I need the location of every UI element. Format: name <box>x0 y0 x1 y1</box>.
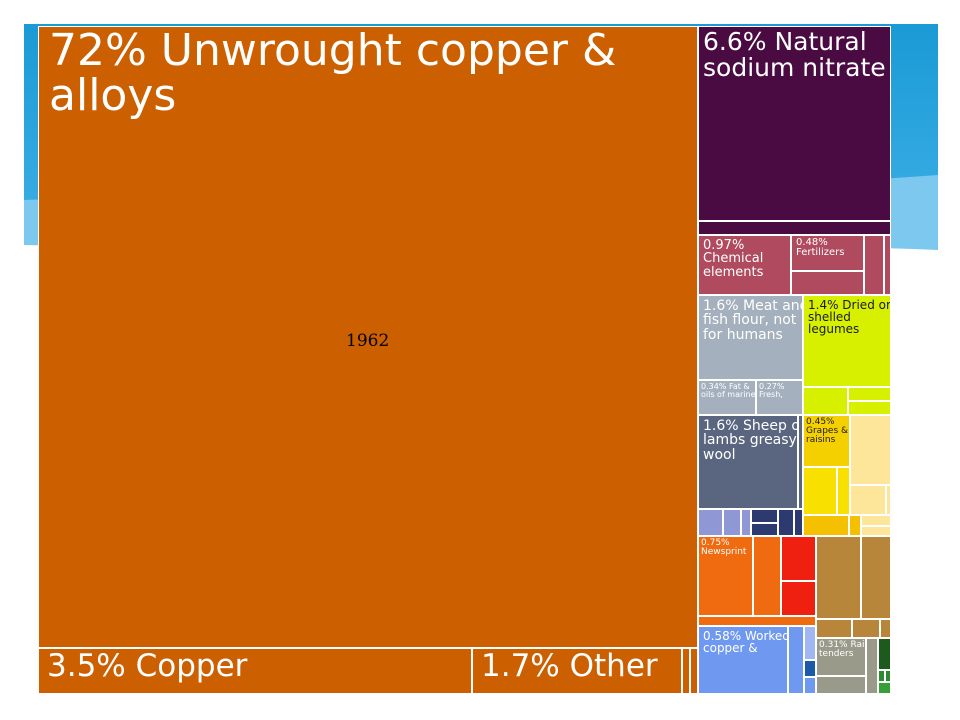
tile-textile-small-4 <box>741 509 751 536</box>
tile-rail-tenders: 0.31% Rail tenders <box>816 638 866 676</box>
tile-label-sodium-nitrate: 6.6% Natural sodium nitrate <box>703 27 886 82</box>
tile-label-copper: 3.5% Copper <box>47 648 248 684</box>
tile-fruit-small-7 <box>849 515 861 536</box>
tile-fruit-small-6 <box>803 515 849 536</box>
tile-label-grapes-raisins: 0.45% Grapes & raisins <box>806 417 849 446</box>
tile-paper-small-3 <box>781 581 816 616</box>
tile-label-rail-tenders: 0.31% Rail tenders <box>819 640 866 660</box>
tile-copper: 3.5% Copper <box>38 648 472 694</box>
tile-veg-small-3 <box>848 401 891 415</box>
tile-fruit-small-2 <box>803 467 837 515</box>
tile-metal-small-3 <box>804 660 816 677</box>
tile-machine-small-5 <box>885 670 891 682</box>
tile-label-newsprint: 0.75% Newsprint <box>701 538 747 558</box>
tile-machine-small-6 <box>878 682 891 694</box>
tile-label-dried-legumes: 1.4% Dried or shelled legumes <box>808 298 891 337</box>
tile-sheep-wool: 1.6% Sheep or lambs greasy wool <box>698 415 798 509</box>
tile-paper-small-1 <box>753 536 781 616</box>
tile-other-small-1 <box>682 648 690 694</box>
tile-label-sheep-wool: 1.6% Sheep or lambs greasy wool <box>703 418 798 463</box>
year-label: 1962 <box>346 331 390 351</box>
tile-veg-small-1 <box>803 387 848 415</box>
tile-fat-oils: 0.34% Fat & oils of marine <box>698 380 756 415</box>
tile-textile-small-3 <box>723 509 741 536</box>
tile-fruit-small-4 <box>850 485 886 515</box>
tile-dried-legumes: 1.4% Dried or shelled legumes <box>803 295 891 387</box>
tile-paper-small-2 <box>781 536 816 581</box>
tile-label-worked-copper: 0.58% Worked copper & <box>703 629 788 656</box>
tile-fruit-small-1 <box>850 415 891 485</box>
tile-newsprint: 0.75% Newsprint <box>698 536 753 616</box>
tile-fertilizers: 0.48% Fertilizers <box>791 235 864 271</box>
tile-wood-small-4 <box>852 619 880 638</box>
tile-other-small-2 <box>690 648 698 694</box>
tile-chemical-small-1 <box>791 271 864 295</box>
tile-fresh: 0.27% Fresh, <box>756 380 803 415</box>
tile-machine-small-1 <box>816 676 866 694</box>
tile-chemical-elements: 0.97% Chemical elements <box>698 235 791 295</box>
tile-textile-small-5 <box>751 509 778 523</box>
tile-wood-small-2 <box>861 536 891 619</box>
tile-wood-small-5 <box>880 619 891 638</box>
tile-label-unwrought-copper: 72% Unwrought copper & alloys <box>49 26 617 121</box>
tile-grapes-raisins: 0.45% Grapes & raisins <box>803 415 850 467</box>
tile-machine-small-4 <box>878 670 885 682</box>
tile-label-fat-oils: 0.34% Fat & oils of marine <box>701 382 756 400</box>
tile-other: 1.7% Other <box>472 648 682 694</box>
tile-unwrought-copper: 72% Unwrought copper & alloys <box>38 26 698 648</box>
treemap-chart: 72% Unwrought copper & alloys 3.5% Coppe… <box>38 26 891 694</box>
tile-wood-small-1 <box>816 536 861 619</box>
tile-fruit-small-8 <box>861 515 891 526</box>
tile-label-fertilizers: 0.48% Fertilizers <box>796 237 845 259</box>
tile-label-other: 1.7% Other <box>481 648 658 684</box>
tile-textile-small-1 <box>798 415 803 509</box>
tile-metal-small-4 <box>804 677 816 694</box>
tile-textile-small-6 <box>751 523 778 536</box>
tile-worked-copper: 0.58% Worked copper & <box>698 626 788 694</box>
tile-chemical-small-2 <box>864 235 884 295</box>
tile-label-meat-fish-flour: 1.6% Meat and fish flour, not for humans <box>703 298 803 343</box>
tile-label-chemical-elements: 0.97% Chemical elements <box>703 238 764 280</box>
tile-veg-small-2 <box>848 387 891 401</box>
tile-fruit-small-9 <box>861 526 891 536</box>
tile-label-fresh: 0.27% Fresh, <box>759 382 785 400</box>
tile-metal-small-2 <box>804 626 816 660</box>
tile-textile-small-2 <box>698 509 723 536</box>
tile-textile-small-8 <box>794 509 803 536</box>
tile-machine-small-2 <box>866 638 878 694</box>
tile-sodium-nitrate: 6.6% Natural sodium nitrate <box>698 26 891 221</box>
tile-paper-small-4 <box>698 616 816 626</box>
tile-meat-fish-flour: 1.6% Meat and fish flour, not for humans <box>698 295 803 380</box>
tile-chemical-small-3 <box>884 235 891 295</box>
tile-wood-small-3 <box>816 619 852 638</box>
tile-metal-small-1 <box>788 626 804 694</box>
tile-mineral-small-1 <box>698 221 891 235</box>
tile-textile-small-7 <box>778 509 794 536</box>
tile-machine-small-3 <box>878 638 891 670</box>
tile-fruit-small-5 <box>886 485 891 515</box>
tile-fruit-small-3 <box>837 467 850 515</box>
